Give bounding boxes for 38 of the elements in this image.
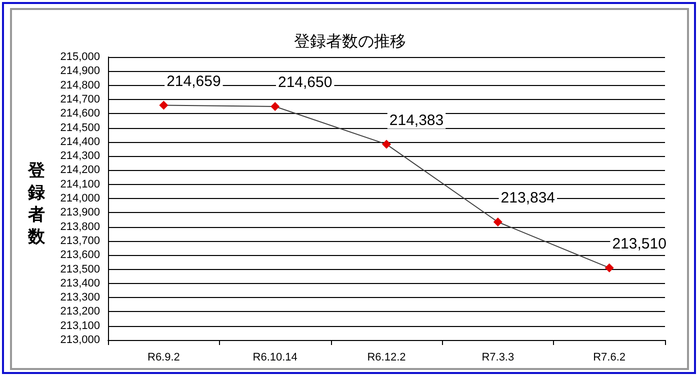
y-tick-label: 213,700: [60, 234, 100, 247]
y-tick-label: 214,600: [60, 108, 100, 120]
y-tick-label: 213,400: [60, 277, 100, 290]
data-label: 213,510: [612, 235, 666, 252]
y-tick-label: 213,500: [60, 263, 100, 276]
point: [382, 140, 391, 149]
x-tick-label: R6.10.14: [252, 352, 298, 364]
y-tick-label: 214,700: [60, 93, 100, 106]
y-tick-label: 213,600: [60, 249, 100, 262]
y-tick-label: 214,100: [60, 178, 100, 190]
y-tick-label: 214,300: [60, 150, 100, 162]
y-tick-label: 214,200: [60, 164, 100, 176]
y-tick-label: 213,200: [60, 306, 100, 318]
data-label: 214,383: [389, 112, 444, 129]
x-tick-label: R7.6.2: [593, 352, 626, 364]
data-label: 214,650: [278, 74, 332, 92]
y-tick-label: 214,000: [60, 192, 100, 204]
y-tick-label: 215,000: [60, 51, 100, 63]
point: [604, 263, 614, 272]
y-tick-label: 213,100: [60, 320, 100, 332]
y-tick-label: 214,500: [60, 122, 100, 134]
x-tick-label: R6.12.2: [367, 352, 406, 364]
chart-title: 登録者数の推移: [294, 32, 406, 50]
y-tick-label: 214,400: [60, 136, 100, 148]
y-tick-label: 213,800: [60, 220, 100, 233]
point: [493, 217, 502, 226]
y-tick-label: 213,900: [60, 206, 100, 219]
y-axis-title: 登録者数: [28, 160, 45, 248]
y-tick-label: 214,900: [60, 65, 100, 78]
y-tick-label: 214,800: [60, 79, 100, 92]
point: [159, 100, 168, 110]
point: [270, 102, 280, 112]
data-label: 213,834: [500, 189, 556, 206]
y-tick-label: 213,300: [60, 292, 100, 304]
y-tick-label: 213,000: [60, 334, 100, 346]
x-tick-label: R7.3.3: [482, 352, 514, 364]
x-tick-label: R6.9.2: [147, 352, 180, 364]
data-label: 214,659: [166, 72, 221, 90]
